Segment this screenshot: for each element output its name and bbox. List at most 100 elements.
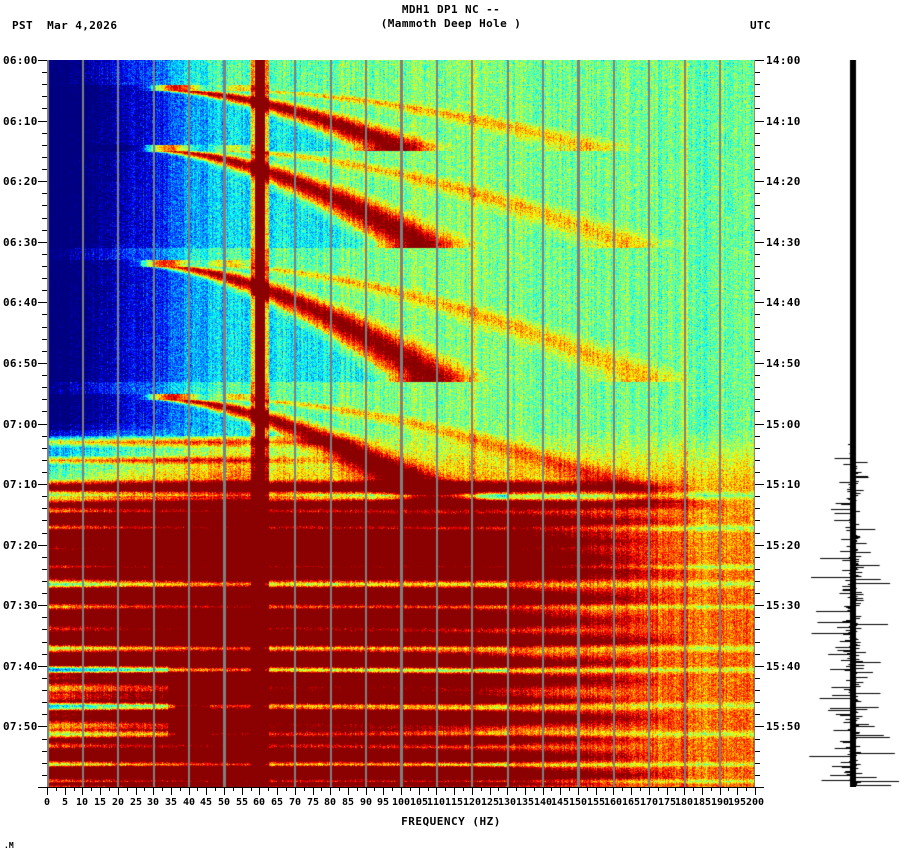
frequency-minor-tick bbox=[127, 787, 128, 791]
left-axis-major-tick bbox=[38, 726, 47, 727]
frequency-tick-label: 140 bbox=[534, 797, 553, 808]
frequency-minor-tick bbox=[180, 787, 181, 791]
right-axis-minor-tick bbox=[755, 133, 760, 134]
frequency-major-tick bbox=[277, 787, 278, 795]
chart-title-block: MDH1 DP1 NC -- (Mammoth Deep Hole ) bbox=[0, 3, 902, 31]
frequency-tick-label: 135 bbox=[516, 797, 535, 808]
frequency-tick-label: 105 bbox=[410, 797, 429, 808]
frequency-major-tick bbox=[667, 787, 668, 795]
right-axis-minor-tick bbox=[755, 399, 760, 400]
left-axis-minor-tick bbox=[42, 157, 47, 158]
station-code-line: MDH1 DP1 NC -- bbox=[401, 3, 501, 16]
left-axis-minor-tick bbox=[42, 496, 47, 497]
right-axis-major-tick bbox=[755, 787, 764, 788]
frequency-major-tick bbox=[737, 787, 738, 795]
frequency-major-tick bbox=[82, 787, 83, 795]
right-axis-minor-tick bbox=[755, 375, 760, 376]
frequency-tick-label: 195 bbox=[728, 797, 747, 808]
frequency-tick-label: 15 bbox=[94, 797, 107, 808]
right-axis-minor-tick bbox=[755, 642, 760, 643]
frequency-major-tick bbox=[525, 787, 526, 795]
frequency-major-tick bbox=[436, 787, 437, 795]
frequency-tick-label: 85 bbox=[342, 797, 355, 808]
right-axis-minor-tick bbox=[755, 108, 760, 109]
left-axis-minor-tick bbox=[42, 84, 47, 85]
frequency-tick-label: 75 bbox=[307, 797, 320, 808]
right-axis-minor-tick bbox=[755, 205, 760, 206]
right-axis-minor-tick bbox=[755, 751, 760, 752]
left-axis-minor-tick bbox=[42, 327, 47, 328]
frequency-minor-tick bbox=[516, 787, 517, 791]
left-time-label: 07:40 bbox=[3, 660, 38, 673]
right-axis-minor-tick bbox=[755, 157, 760, 158]
left-axis-minor-tick bbox=[42, 436, 47, 437]
right-axis-minor-tick bbox=[755, 508, 760, 509]
frequency-tick-label: 80 bbox=[324, 797, 337, 808]
left-time-label: 06:30 bbox=[3, 236, 38, 249]
frequency-tick-label: 130 bbox=[498, 797, 517, 808]
left-axis-major-tick bbox=[38, 424, 47, 425]
right-axis-minor-tick bbox=[755, 533, 760, 534]
frequency-minor-tick bbox=[534, 787, 535, 791]
left-time-label: 06:10 bbox=[3, 115, 38, 128]
right-axis-minor-tick bbox=[755, 763, 760, 764]
right-time-label: 14:20 bbox=[766, 175, 801, 188]
frequency-tick-label: 95 bbox=[377, 797, 390, 808]
frequency-tick-label: 35 bbox=[165, 797, 178, 808]
frequency-tick-label: 160 bbox=[604, 797, 623, 808]
frequency-minor-tick bbox=[463, 787, 464, 791]
frequency-minor-tick bbox=[658, 787, 659, 791]
right-axis-minor-tick bbox=[755, 690, 760, 691]
frequency-tick-label: 55 bbox=[236, 797, 249, 808]
right-time-label: 15:30 bbox=[766, 599, 801, 612]
frequency-minor-tick bbox=[251, 787, 252, 791]
frequency-major-tick bbox=[755, 787, 756, 795]
right-axis-minor-tick bbox=[755, 557, 760, 558]
right-axis-minor-tick bbox=[755, 460, 760, 461]
left-axis-minor-tick bbox=[42, 557, 47, 558]
right-axis-minor-tick bbox=[755, 448, 760, 449]
frequency-major-tick bbox=[419, 787, 420, 795]
left-axis-minor-tick bbox=[42, 133, 47, 134]
frequency-minor-tick bbox=[162, 787, 163, 791]
right-axis-minor-tick bbox=[755, 254, 760, 255]
seismogram-canvas bbox=[805, 60, 900, 787]
right-axis-minor-tick bbox=[755, 84, 760, 85]
left-axis-major-tick bbox=[38, 242, 47, 243]
frequency-major-tick bbox=[507, 787, 508, 795]
right-axis-minor-tick bbox=[755, 617, 760, 618]
left-axis-major-tick bbox=[38, 302, 47, 303]
frequency-tick-label: 190 bbox=[711, 797, 730, 808]
frequency-tick-label: 70 bbox=[289, 797, 302, 808]
left-axis-minor-tick bbox=[42, 678, 47, 679]
frequency-tick-label: 120 bbox=[463, 797, 482, 808]
right-axis-major-tick bbox=[755, 726, 764, 727]
left-time-label: 07:50 bbox=[3, 720, 38, 733]
left-axis-major-tick bbox=[38, 666, 47, 667]
left-axis-minor-tick bbox=[42, 751, 47, 752]
left-axis-minor-tick bbox=[42, 108, 47, 109]
left-time-label: 06:20 bbox=[3, 175, 38, 188]
left-axis-major-tick bbox=[38, 121, 47, 122]
left-axis-minor-tick bbox=[42, 690, 47, 691]
frequency-tick-label: 40 bbox=[183, 797, 196, 808]
right-axis-minor-tick bbox=[755, 678, 760, 679]
frequency-tick-label: 150 bbox=[569, 797, 588, 808]
left-axis-major-tick bbox=[38, 60, 47, 61]
frequency-minor-tick bbox=[109, 787, 110, 791]
right-axis-minor-tick bbox=[755, 327, 760, 328]
frequency-major-tick bbox=[560, 787, 561, 795]
right-axis-minor-tick bbox=[755, 581, 760, 582]
right-axis-minor-tick bbox=[755, 593, 760, 594]
right-axis-minor-tick bbox=[755, 314, 760, 315]
frequency-minor-tick bbox=[693, 787, 694, 791]
frequency-tick-label: 155 bbox=[587, 797, 606, 808]
frequency-minor-tick bbox=[233, 787, 234, 791]
spectrogram-plot[interactable] bbox=[47, 60, 755, 787]
right-axis-major-tick bbox=[755, 605, 764, 606]
right-timezone-label: UTC bbox=[750, 19, 772, 32]
frequency-major-tick bbox=[136, 787, 137, 795]
left-axis-minor-tick bbox=[42, 775, 47, 776]
right-time-label: 14:10 bbox=[766, 115, 801, 128]
seismogram-trace-panel bbox=[805, 60, 900, 787]
